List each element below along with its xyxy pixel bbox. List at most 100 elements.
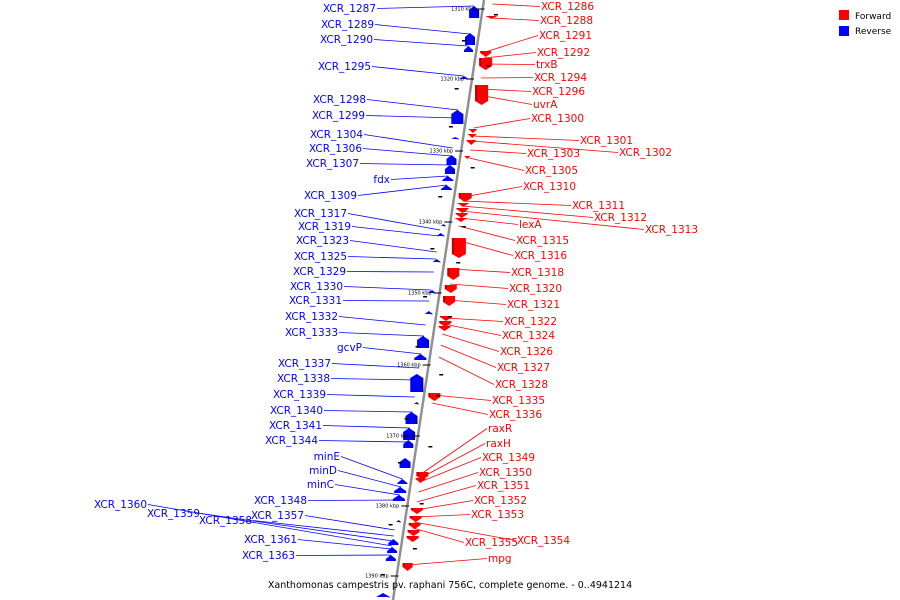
forward-gene-shade (439, 321, 442, 323)
genome-caption: Xanthomonas campestris pv. raphani 756C,… (268, 580, 632, 591)
tick-label: 1350 kbp (408, 291, 432, 297)
forward-connector (449, 283, 509, 289)
forward-gene-glyph (455, 213, 468, 218)
reverse-gene-label: XCR_1348 (254, 495, 307, 507)
reverse-connector (371, 66, 464, 77)
forward-gene-glyph (438, 326, 451, 331)
reverse-gene-shade (396, 543, 399, 545)
forward-gene-glyph (464, 156, 471, 159)
reverse-gene-shade (472, 37, 475, 45)
reverse-connector (295, 554, 391, 556)
forward-gene-shade (467, 134, 470, 135)
forward-gene-label: XCR_1302 (619, 147, 672, 159)
reverse-connector (347, 213, 441, 231)
reverse-gene-glyph (376, 593, 391, 597)
reverse-gene-label: XCR_1298 (313, 94, 366, 106)
reverse-gene-glyph (444, 165, 455, 174)
forward-gene-label: XCR_1286 (541, 1, 594, 13)
reverse-gene-glyph (388, 539, 399, 545)
forward-gene-label: XCR_1321 (507, 299, 560, 311)
reverse-gene-shade (471, 50, 474, 52)
forward-gene-glyph (415, 478, 426, 483)
forward-gene-label: XCR_1322 (504, 316, 557, 328)
forward-gene-glyph (457, 203, 470, 207)
reverse-gene-glyph (403, 440, 414, 448)
reverse-connector (363, 134, 453, 149)
feature-marker (438, 196, 443, 198)
reverse-connector (349, 240, 437, 253)
forward-connector (460, 210, 645, 230)
tick-label: 1370 kbp (386, 434, 410, 440)
reverse-gene-label: XCR_1344 (265, 435, 318, 447)
reverse-gene-glyph (399, 458, 411, 468)
forward-connector (419, 457, 482, 483)
forward-gene-label: XCR_1326 (500, 346, 553, 358)
forward-gene-shade (480, 51, 483, 53)
forward-gene-label: XCR_1311 (572, 200, 625, 212)
reverse-gene-label: XCR_1307 (306, 158, 359, 170)
reverse-gene-label: XCR_1333 (285, 327, 338, 339)
reverse-gene-label: minC (307, 479, 334, 491)
forward-connector (433, 394, 492, 401)
forward-connector (471, 140, 619, 153)
reverse-gene-label: minE (314, 451, 340, 463)
reverse-connector (338, 316, 426, 326)
reverse-connector (297, 539, 392, 550)
reverse-gene-label: minD (309, 465, 337, 477)
reverse-connector (362, 347, 422, 355)
tick-label: 1390 kbp (365, 574, 389, 580)
feature-marker (419, 503, 424, 505)
forward-gene-shade (402, 563, 405, 567)
forward-connector (416, 485, 477, 503)
forward-connector (459, 217, 519, 225)
tick-label: 1340 kbp (419, 220, 443, 226)
reverse-connector (359, 163, 450, 166)
reverse-gene-label: XCR_1306 (309, 143, 362, 155)
legend-label-forward: Forward (855, 12, 891, 22)
legend-label-reverse: Reverse (855, 27, 892, 37)
forward-gene-label: XCR_1310 (523, 181, 576, 193)
reverse-connector (322, 425, 411, 429)
forward-gene-label: XCR_1288 (540, 15, 593, 27)
reverse-connector (373, 39, 469, 47)
forward-gene-label: XCR_1296 (532, 86, 585, 98)
reverse-gene-shade (405, 483, 408, 484)
reverse-connector (357, 184, 447, 196)
reverse-gene-shade (451, 180, 454, 181)
forward-gene-glyph (475, 85, 489, 105)
forward-gene-glyph (407, 530, 420, 536)
forward-gene-glyph (468, 129, 478, 133)
forward-gene-shade (456, 208, 459, 209)
feature-marker (439, 374, 444, 376)
reverse-gene-label: XCR_1319 (298, 221, 351, 233)
forward-connector (456, 239, 514, 256)
forward-connector (484, 52, 537, 59)
reverse-gene-glyph (436, 233, 445, 236)
forward-gene-glyph (466, 140, 476, 145)
forward-gene-glyph (479, 58, 493, 70)
forward-gene-shade (466, 140, 469, 141)
tick-label: 1380 kbp (376, 504, 400, 510)
reverse-gene-shade (393, 559, 396, 561)
reverse-gene-glyph (403, 428, 416, 440)
reverse-gene-shade (404, 491, 407, 493)
reverse-gene-label: XCR_1304 (310, 129, 363, 141)
legend-swatch-reverse (839, 26, 849, 36)
forward-connector (472, 135, 580, 141)
forward-gene-label: XCR_1324 (502, 330, 555, 342)
reverse-gene-glyph (442, 176, 454, 181)
reverse-gene-label: XCR_1331 (289, 295, 342, 307)
forward-gene-label: XCR_1327 (497, 362, 550, 374)
forward-gene-shade (485, 16, 488, 17)
reverse-gene-shade (427, 340, 430, 348)
reverse-gene-label: fdx (373, 174, 390, 186)
tick-label: 1360 kbp (397, 363, 421, 369)
reverse-gene-shade (417, 404, 420, 405)
forward-gene-glyph (443, 296, 456, 306)
reverse-connector (342, 300, 430, 302)
forward-gene-shade (468, 129, 471, 130)
forward-gene-shade (438, 326, 441, 327)
forward-gene-label: XCR_1354 (517, 535, 570, 547)
feature-marker (461, 226, 466, 228)
